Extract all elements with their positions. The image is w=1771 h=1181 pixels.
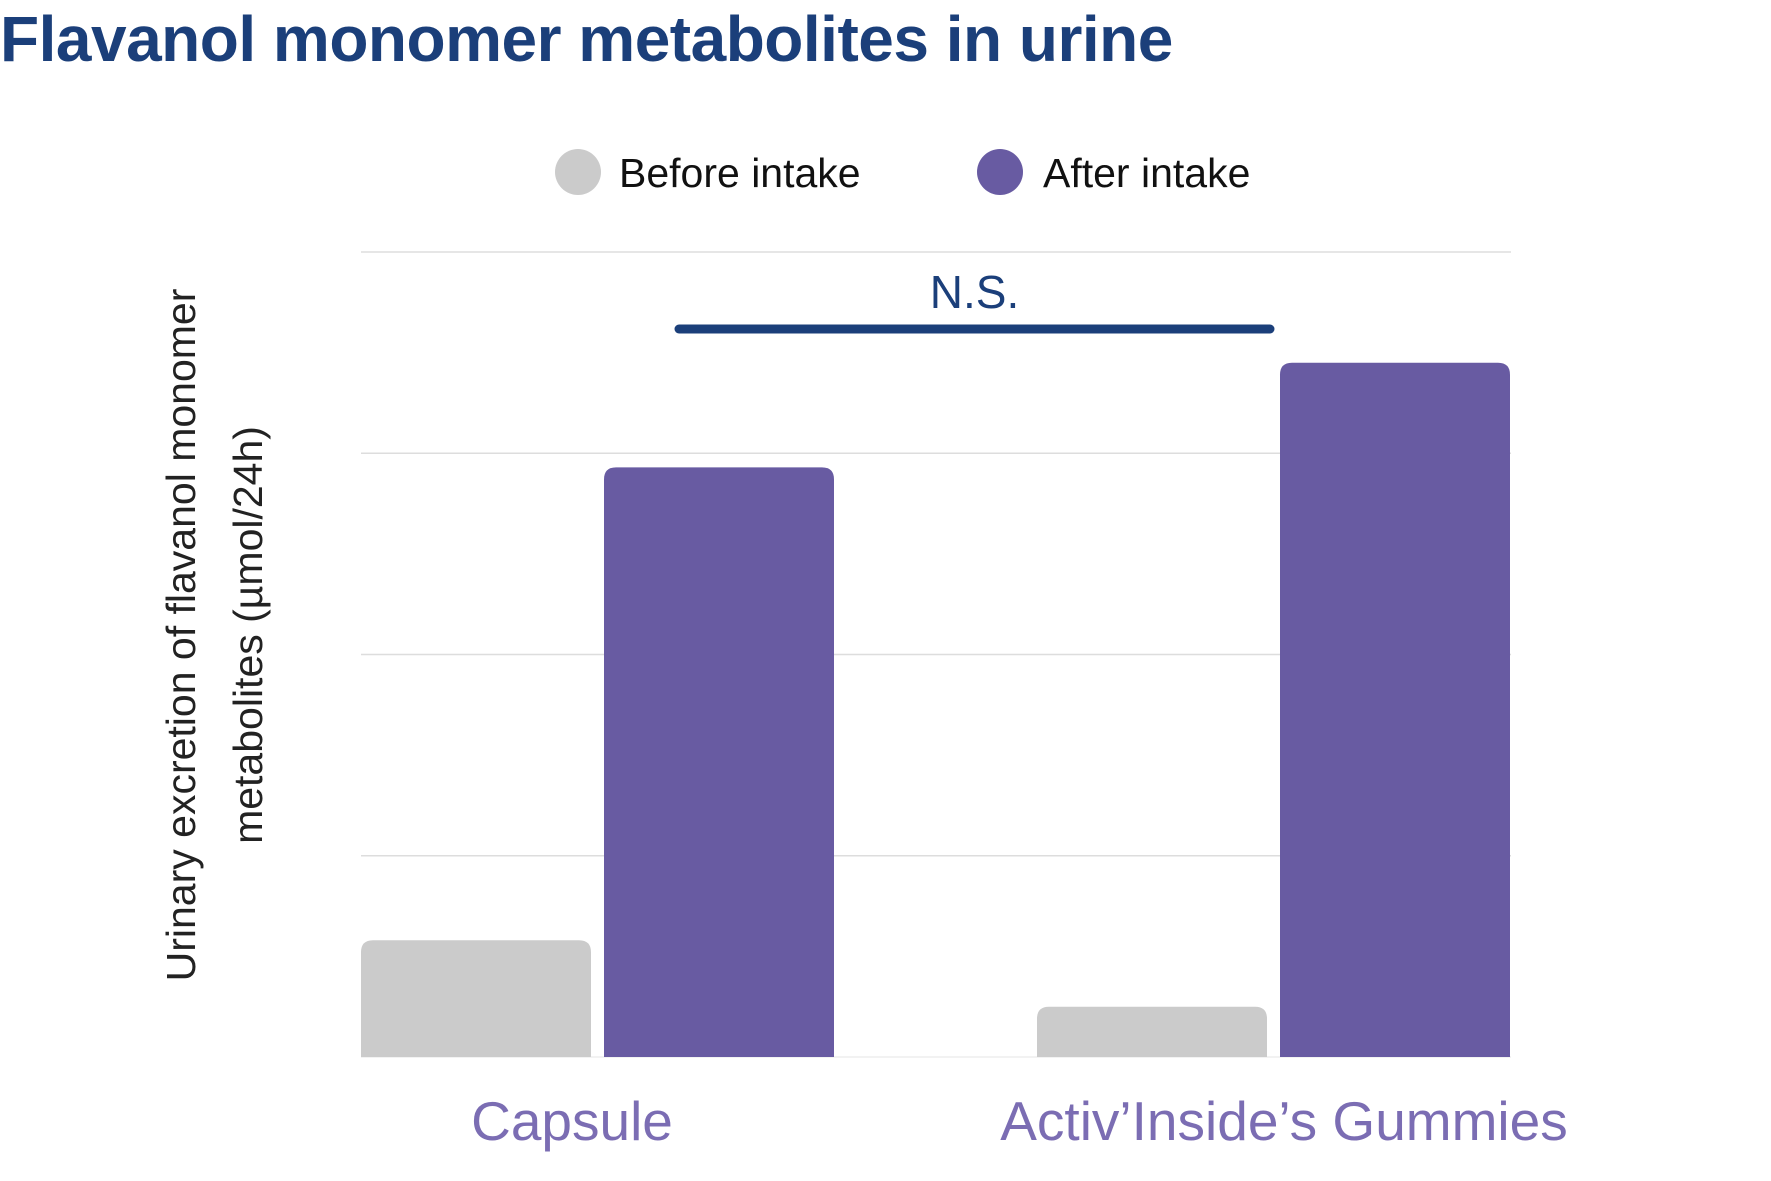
significance-label: N.S. (930, 266, 1019, 318)
x-tick-label-capsule: Capsule (471, 1090, 673, 1152)
bar-before-intake-capsule (361, 940, 591, 1057)
legend-swatch-after (977, 149, 1023, 195)
x-axis-labels: Capsule Activ’Inside’s Gummies (471, 1090, 1568, 1152)
bar-after-intake-gummies (1280, 362, 1510, 1057)
legend-label-after: After intake (1043, 150, 1250, 196)
legend-label-before: Before intake (619, 150, 861, 196)
legend-swatch-before (555, 149, 601, 195)
bar-after-intake-capsule (604, 467, 834, 1057)
y-axis-label-line: metabolites (µmol/24h) (225, 426, 271, 844)
significance-annotation: N.S. (674, 266, 1275, 334)
legend: Before intake After intake (555, 149, 1250, 196)
chart-title: Flavanol monomer metabolites in urine (0, 3, 1173, 75)
y-axis-label: Urinary excretion of flavanol monomer met… (158, 289, 271, 982)
y-axis-label-line: Urinary excretion of flavanol monomer (158, 289, 204, 982)
x-tick-label-gummies: Activ’Inside’s Gummies (1000, 1090, 1567, 1152)
bar-before-intake-gummies (1037, 1006, 1267, 1057)
bars (361, 362, 1510, 1057)
